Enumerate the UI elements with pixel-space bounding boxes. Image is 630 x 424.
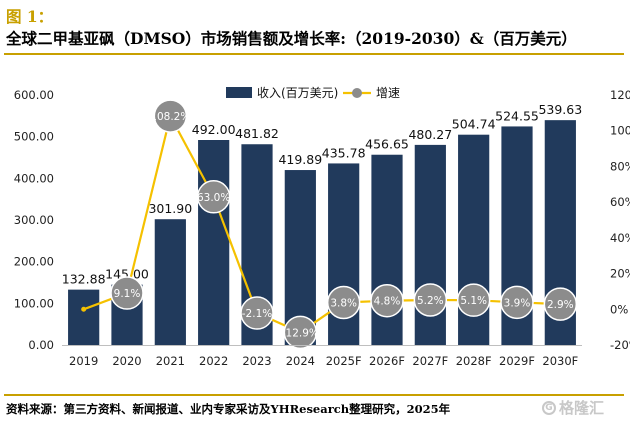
y-right-tick-7: 120% [610, 88, 630, 102]
y-right-tick-0: -20% [610, 338, 630, 352]
growth-marker-2026F [370, 283, 404, 318]
bar-label-2030F: 539.63 [538, 102, 582, 117]
x-tick-2021: 2021 [156, 354, 185, 368]
bar-data-labels: 132.88 145.00 301.90 492.00 481.82 419.89 435.… [62, 102, 582, 286]
growth-marker-2029F [500, 285, 534, 320]
y-left-tick-3: 300.00 [14, 213, 54, 227]
growth-marker-2028F [456, 283, 491, 317]
growth-label-2022: 63.0% [197, 192, 230, 204]
bar-label-2029F: 524.55 [495, 108, 539, 123]
growth-label-2020: 9.1% [114, 288, 141, 300]
y-axis-right: -20% 0% 20% 40% 60% 80% 100% 120% [610, 88, 630, 352]
growth-label-2029F: 3.9% [504, 297, 531, 309]
bar-label-2019: 132.88 [62, 272, 106, 287]
y-left-tick-0: 0.00 [28, 338, 54, 352]
figure-label: 图 1： [6, 7, 54, 26]
watermark: G 格隆汇 [542, 397, 604, 418]
x-tick-2023: 2023 [242, 354, 271, 368]
growth-label-2024: -12.9% [282, 327, 319, 339]
footer-divider [4, 394, 624, 396]
growth-label-2025F: 3.8% [330, 298, 357, 310]
bar-label-2026F: 456.65 [365, 137, 409, 152]
bar-label-2027F: 480.27 [408, 127, 452, 142]
growth-label-2023: -2.1% [242, 308, 272, 320]
bar-label-2025F: 435.78 [322, 145, 366, 160]
watermark-text: 格隆汇 [559, 399, 605, 417]
x-tick-2019: 2019 [69, 354, 98, 368]
x-tick-2029F: 2029F [499, 354, 535, 368]
bar-2021 [154, 219, 186, 345]
bar-2019 [68, 289, 100, 345]
x-tick-2027F: 2027F [412, 354, 448, 368]
y-right-tick-4: 60% [610, 195, 630, 209]
y-left-tick-6: 600.00 [14, 88, 54, 102]
legend-swatch-bar [226, 87, 252, 98]
y-right-tick-6: 100% [610, 124, 630, 138]
growth-marker-2023 [240, 296, 274, 330]
y-right-tick-1: 0% [610, 302, 628, 316]
legend-swatch-marker [352, 88, 362, 98]
y-axis-left: 0.00 100.00 200.00 300.00 400.00 500.00 600.00 [14, 88, 54, 352]
y-left-tick-5: 500.00 [14, 130, 54, 144]
growth-label-2030F: 2.9% [547, 299, 574, 311]
chart-title: 图 1： 全球二甲基亚砜（DMSO）市场销售额及增长率:（2019-2030）&（… [6, 6, 622, 50]
growth-marker-2021 [153, 99, 188, 133]
x-tick-2025F: 2025F [326, 354, 362, 368]
growth-marker-2022 [196, 180, 231, 214]
growth-marker-2024 [283, 315, 318, 350]
growth-marker-2020 [110, 276, 144, 310]
bar-label-2028F: 504.74 [452, 117, 496, 132]
bar-label-2022: 492.00 [192, 122, 236, 137]
growth-series: 9.1% 108.2% 63.0% -2.1% -12.9% 3.8% 4.8% 5.2% 5.… [81, 99, 578, 350]
legend-label-bar: 收入(百万美元) [257, 86, 338, 100]
source-note: 资料来源：第三方资料、新闻报道、业内专家采访及YHResearch整理研究，20… [6, 402, 451, 416]
growth-label-2027F: 5.2% [417, 295, 444, 307]
legend: 收入(百万美元) 增速 [226, 86, 400, 100]
x-tick-2028F: 2028F [456, 354, 492, 368]
y-left-tick-1: 100.00 [14, 296, 54, 310]
title-text: 全球二甲基亚砜（DMSO）市场销售额及增长率:（2019-2030）&（百万美元… [6, 29, 577, 48]
growth-label-2026F: 4.8% [374, 296, 401, 308]
bar-label-2020: 145.00 [105, 267, 149, 282]
x-tick-2026F: 2026F [369, 354, 405, 368]
growth-marker-2030F [543, 287, 578, 321]
bar-label-2023: 481.82 [235, 126, 279, 141]
bar-label-2021: 301.90 [148, 201, 192, 216]
growth-marker-2025F [326, 285, 361, 320]
x-tick-2020: 2020 [112, 354, 141, 368]
growth-marker-2019 [81, 306, 87, 312]
watermark-logo-icon: G [542, 400, 556, 415]
y-right-tick-3: 40% [610, 231, 630, 245]
growth-label-2021: 108.2% [150, 111, 190, 123]
y-left-tick-4: 400.00 [14, 171, 54, 185]
legend-label-line: 增速 [376, 86, 400, 100]
y-right-tick-2: 20% [610, 267, 630, 281]
bar-2022 [198, 140, 230, 345]
growth-marker-2027F [413, 283, 448, 317]
y-left-tick-2: 200.00 [14, 255, 54, 269]
bar-label-2024: 419.89 [278, 152, 322, 167]
x-tick-2022: 2022 [199, 354, 228, 368]
y-right-tick-5: 80% [610, 159, 630, 173]
x-tick-2030F: 2030F [542, 354, 578, 368]
title-divider [4, 53, 624, 55]
x-tick-2024: 2024 [286, 354, 315, 368]
growth-label-2028F: 5.1% [460, 295, 487, 307]
x-axis: 2019 2020 2021 2022 2023 2024 2025F 2026F 2027F 2… [62, 345, 582, 368]
